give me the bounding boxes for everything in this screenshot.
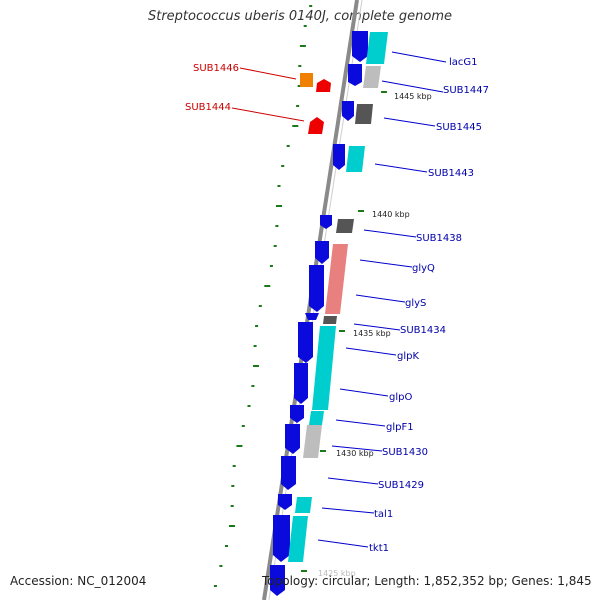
gc-dot — [255, 325, 259, 327]
gene-arrow[interactable] — [278, 494, 292, 510]
gc-dot — [219, 565, 223, 567]
gc-dot — [303, 25, 307, 27]
scale-label: 1445 kbp — [394, 92, 432, 101]
gc-dot — [269, 265, 273, 267]
gene-label[interactable]: tal1 — [374, 509, 393, 520]
gene-arrow[interactable] — [333, 144, 345, 170]
scale-label: 1425 kbp — [318, 569, 356, 578]
gene-label[interactable]: glpF1 — [386, 422, 414, 433]
minus-strand-genes — [288, 32, 388, 562]
gene-label[interactable]: SUB1446 — [193, 63, 239, 74]
gene-label[interactable]: SUB1429 — [378, 480, 424, 491]
gc-dot — [225, 545, 228, 547]
gene-arrow[interactable] — [288, 516, 308, 562]
gene-arrow[interactable] — [305, 313, 319, 320]
gene-label[interactable]: glyS — [405, 298, 426, 309]
gene-arrow[interactable] — [348, 64, 362, 86]
gene-arrow[interactable] — [366, 32, 388, 64]
gene-arrow[interactable] — [295, 497, 312, 513]
gene-label[interactable]: glpK — [397, 351, 419, 362]
gene-labels: lacG1 SUB1447 SUB1446 SUB1444 SUB1445 SU… — [185, 57, 489, 554]
gene-label[interactable]: SUB1430 — [382, 447, 428, 458]
gc-dot — [232, 465, 236, 467]
gene-arrow[interactable] — [298, 322, 313, 363]
gc-dot — [275, 225, 279, 227]
gene-arrow[interactable] — [309, 265, 324, 312]
gc-dot — [296, 105, 300, 107]
gene-label[interactable]: SUB1447 — [443, 85, 489, 96]
gene-box[interactable] — [300, 73, 313, 87]
gc-skew-track — [213, 5, 313, 587]
gc-dot — [253, 345, 257, 347]
gene-arrow[interactable] — [309, 411, 324, 425]
accession-text: Accession: NC_012004 — [10, 574, 147, 588]
gene-arrow[interactable] — [323, 316, 337, 324]
gene-arrow[interactable] — [294, 363, 308, 404]
scale-labels: 1445 kbp 1440 kbp 1435 kbp 1430 kbp 1425… — [318, 92, 432, 578]
gc-dot — [258, 305, 262, 307]
gc-dot — [231, 485, 235, 487]
gene-arrow[interactable] — [285, 424, 300, 454]
topology-text: Topology: circular; Length: 1,852,352 bp… — [262, 574, 592, 588]
callout-lines-red — [231, 67, 305, 122]
callout-lines — [317, 51, 447, 548]
gene-label[interactable]: SUB1438 — [416, 233, 462, 244]
gc-dot — [292, 125, 299, 127]
gc-dot — [277, 185, 281, 187]
gene-arrow[interactable] — [355, 104, 373, 124]
gene-arrow[interactable] — [342, 101, 354, 121]
scale-label: 1435 kbp — [353, 329, 391, 338]
gene-label[interactable]: SUB1444 — [185, 102, 231, 113]
gc-dot — [276, 205, 282, 207]
gc-dot — [299, 45, 306, 47]
gene-arrow[interactable] — [325, 244, 348, 314]
gc-dot — [309, 5, 313, 7]
gene-arrow[interactable] — [316, 79, 331, 92]
gene-label[interactable]: lacG1 — [449, 57, 478, 68]
gc-dot — [297, 85, 301, 87]
gene-label[interactable]: glyQ — [412, 263, 435, 274]
gene-label[interactable]: tkt1 — [369, 543, 389, 554]
gene-label[interactable]: SUB1434 — [400, 325, 446, 336]
outer-genes — [300, 73, 331, 134]
gc-dot — [286, 145, 290, 147]
scale-label: 1430 kbp — [336, 449, 374, 458]
gene-arrow[interactable] — [336, 219, 354, 233]
gc-dot — [264, 285, 271, 287]
genome-title: Streptococcus uberis 0140J, complete gen… — [147, 9, 453, 24]
gc-dot — [230, 505, 234, 507]
gene-arrow[interactable] — [315, 241, 329, 264]
gc-dot — [213, 585, 217, 587]
gc-dot — [236, 445, 243, 447]
gc-dot — [247, 405, 251, 407]
gene-label[interactable]: SUB1445 — [436, 122, 482, 133]
gc-dot — [251, 385, 255, 387]
scale-label: 1440 kbp — [372, 210, 410, 219]
gene-arrow[interactable] — [270, 565, 285, 596]
gene-label[interactable]: SUB1443 — [428, 168, 474, 179]
gene-arrow[interactable] — [312, 326, 336, 410]
gene-arrow[interactable] — [352, 31, 368, 62]
gene-arrow[interactable] — [303, 425, 322, 458]
gc-dot — [281, 165, 285, 167]
gc-dot — [298, 65, 302, 67]
scale-ticks — [301, 91, 387, 572]
gene-arrow[interactable] — [363, 66, 381, 88]
gene-arrow[interactable] — [281, 456, 296, 490]
gc-dot — [253, 365, 259, 367]
gene-arrow[interactable] — [346, 146, 365, 172]
gene-label[interactable]: glpO — [389, 392, 412, 403]
plus-strand-genes — [270, 31, 368, 596]
gc-dot — [273, 245, 277, 247]
gc-dot — [229, 525, 235, 527]
gene-arrow[interactable] — [273, 515, 290, 562]
gene-arrow[interactable] — [308, 117, 324, 134]
gene-arrow[interactable] — [290, 405, 304, 423]
gc-dot — [241, 425, 245, 427]
gene-arrow[interactable] — [320, 215, 332, 229]
